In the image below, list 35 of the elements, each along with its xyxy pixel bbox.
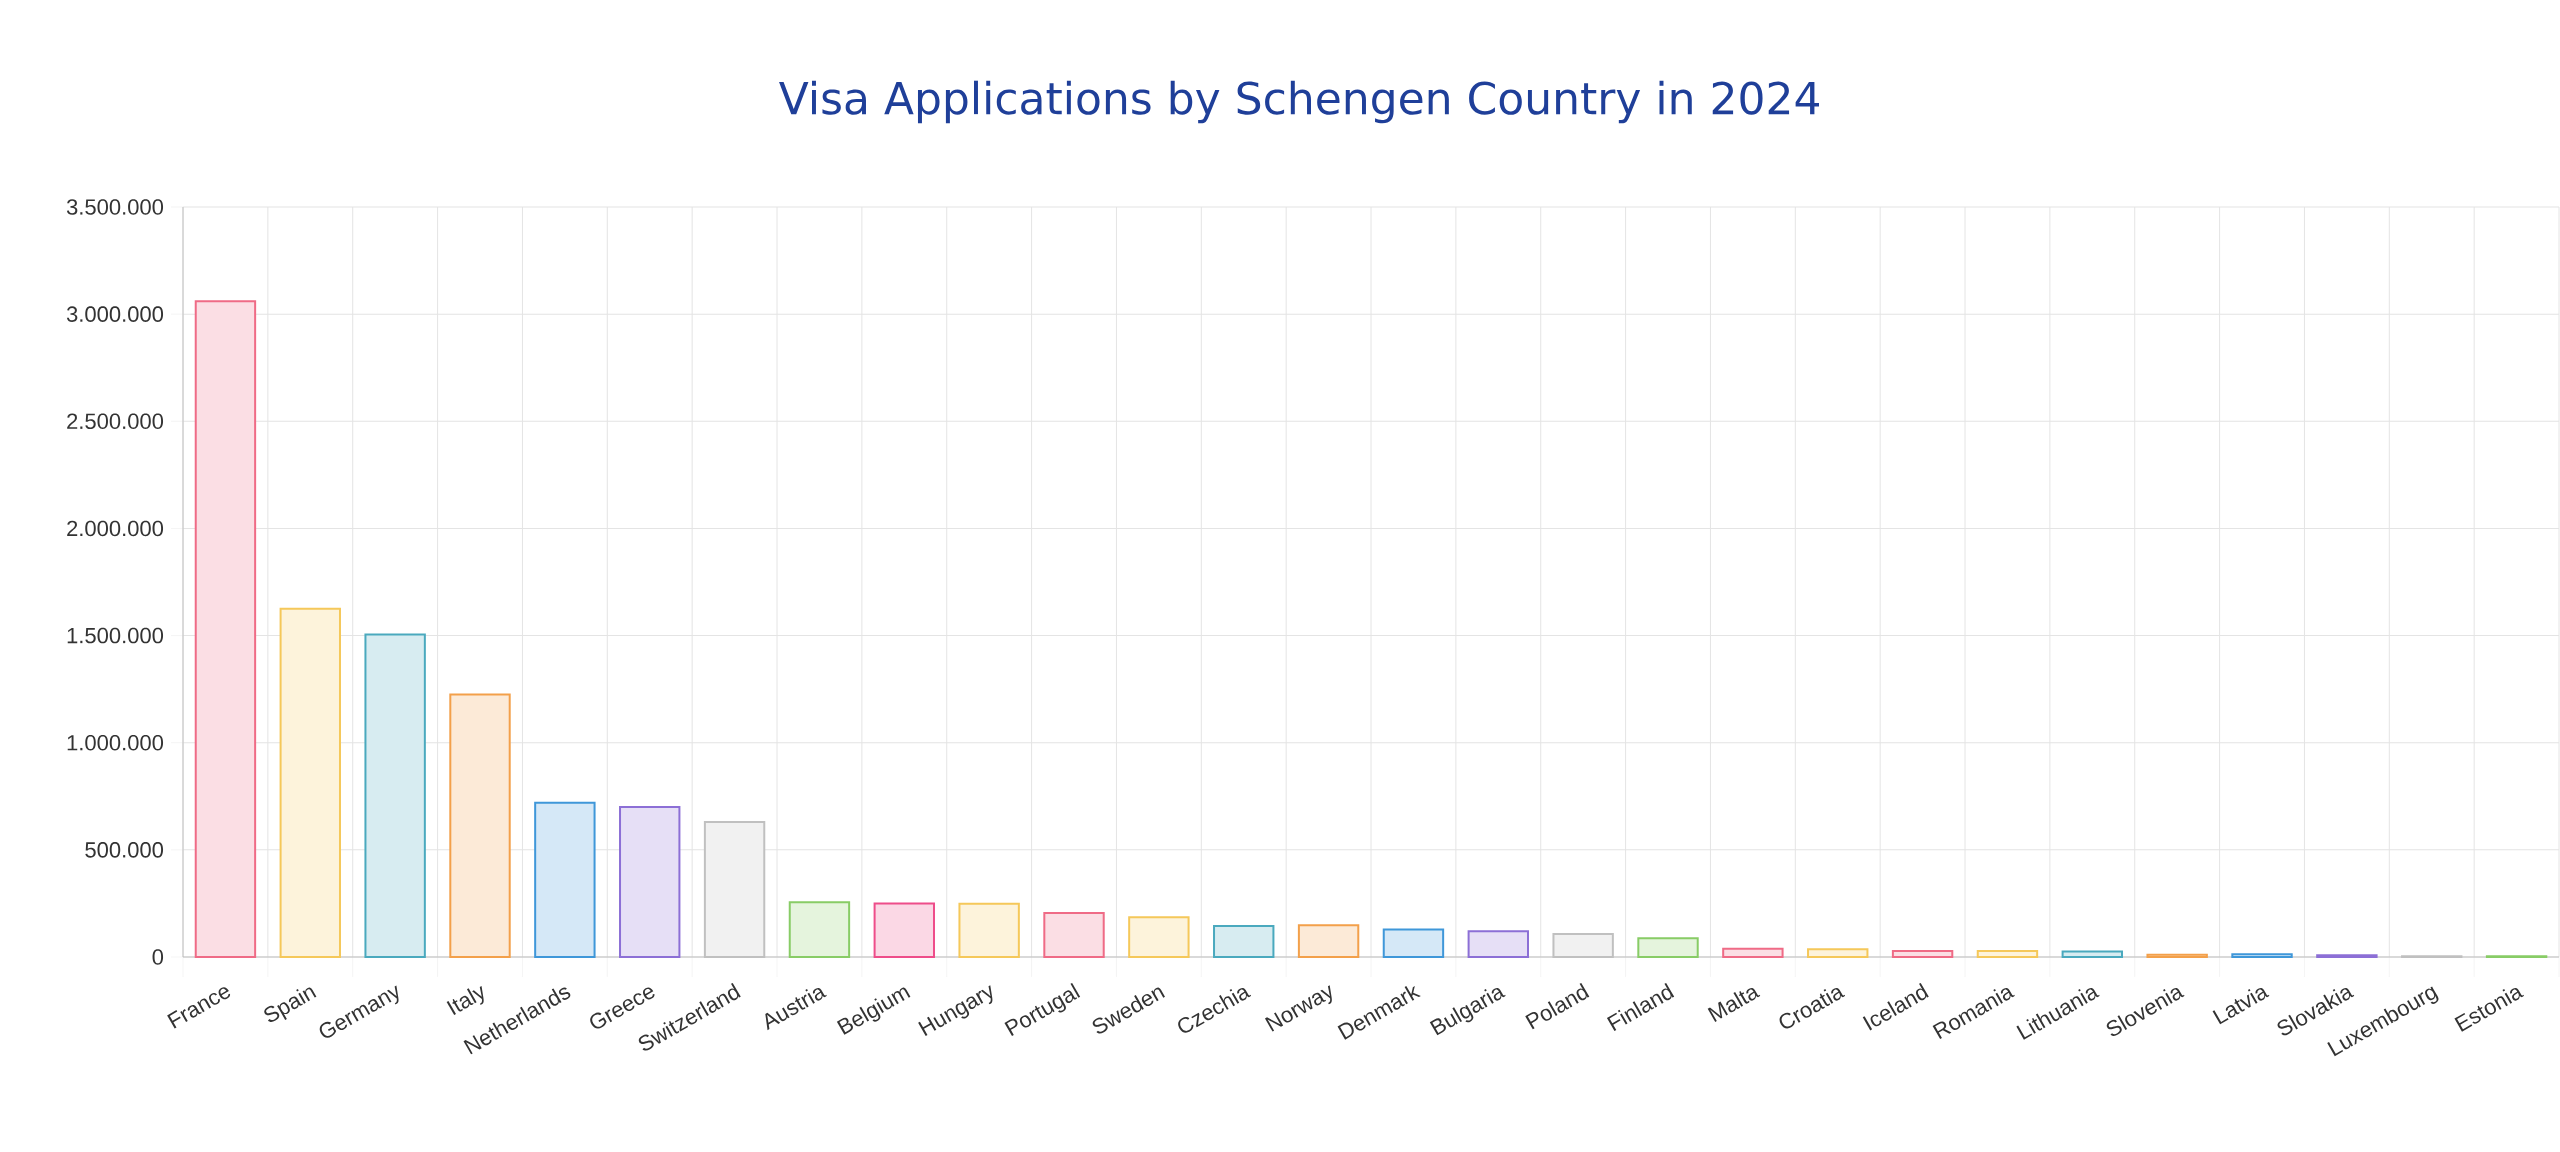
- bar: [449, 693, 511, 958]
- bar: [1722, 947, 1784, 958]
- y-tick-label: 1.000.000: [67, 734, 164, 751]
- bar: [534, 801, 596, 958]
- bar: [194, 300, 257, 958]
- y-tick-label: 2.000.000: [67, 520, 164, 537]
- bar: [2146, 953, 2208, 958]
- bar: [873, 902, 935, 958]
- bar: [279, 607, 341, 958]
- bar: [1637, 937, 1699, 958]
- bar: [1128, 916, 1190, 958]
- bar: [1891, 950, 1954, 958]
- y-tick-label: 3.500.000: [66, 199, 164, 215]
- bar: [788, 901, 851, 958]
- bar: [1807, 948, 1869, 958]
- bar: [619, 806, 681, 958]
- y-tick-label: 3.000.000: [66, 306, 164, 322]
- bar: [364, 633, 426, 958]
- bar: [1213, 924, 1275, 958]
- bar: [2061, 950, 2124, 958]
- bar: [1976, 950, 2039, 958]
- x-tick-label: Spain: [264, 987, 317, 1022]
- bar: [2231, 953, 2293, 958]
- bar: [1382, 928, 1445, 958]
- x-tick-label: Latvia: [2212, 987, 2270, 1025]
- chart-title: Visa Applications by Schengen Country in 2024: [779, 80, 1819, 124]
- y-tick-label: 500.000: [85, 842, 164, 858]
- bar: [1297, 924, 1360, 958]
- bar: [958, 902, 1020, 958]
- x-tick-label: Malta: [1707, 987, 1761, 1022]
- y-tick-label: 2.500.000: [67, 413, 164, 430]
- y-tick-label: 1.500.000: [67, 627, 164, 644]
- y-tick-label: 0: [152, 949, 164, 965]
- bar: [1467, 930, 1529, 958]
- bar: [1043, 912, 1105, 958]
